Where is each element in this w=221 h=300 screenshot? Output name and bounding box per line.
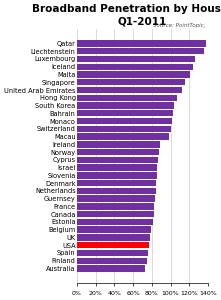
Bar [77, 118, 172, 124]
Bar [77, 64, 193, 70]
Bar [77, 180, 156, 186]
Bar [77, 257, 147, 264]
Bar [77, 226, 151, 233]
Bar [77, 126, 171, 132]
Bar [77, 79, 185, 85]
Bar [77, 40, 206, 47]
Bar [77, 164, 158, 171]
Bar [77, 219, 153, 225]
Text: Source: PointTopic,: Source: PointTopic, [153, 23, 205, 28]
Bar [77, 110, 173, 116]
Bar [77, 102, 174, 109]
Bar [77, 203, 154, 210]
Bar [77, 188, 156, 194]
Bar [77, 195, 155, 202]
Bar [77, 141, 160, 148]
Bar [77, 211, 154, 217]
Title: Broadband Penetration by Household
Q1-2011: Broadband Penetration by Household Q1-20… [32, 4, 221, 27]
Bar [77, 172, 156, 178]
Bar [77, 250, 148, 256]
Bar [77, 48, 204, 54]
Bar [77, 234, 150, 241]
Bar [77, 71, 190, 78]
Bar [77, 265, 145, 272]
Bar [77, 149, 159, 155]
Bar [77, 134, 169, 140]
Bar [77, 56, 195, 62]
Bar [77, 157, 158, 163]
Bar [77, 94, 177, 101]
Bar [77, 87, 182, 93]
Bar [77, 242, 149, 248]
